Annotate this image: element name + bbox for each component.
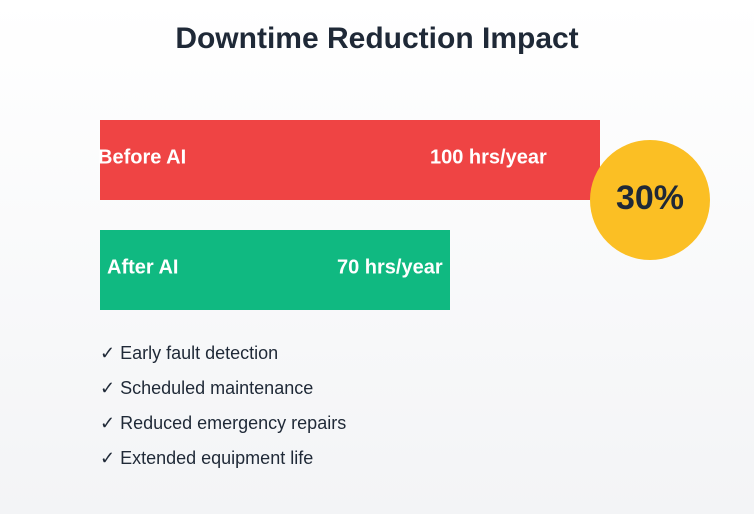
bar-label: After AI <box>107 256 178 278</box>
bar <box>100 230 450 310</box>
value-label: 70 hrs/year <box>337 256 443 278</box>
badge <box>590 140 710 260</box>
benefit-item: ✓ Extended equipment life <box>100 448 313 468</box>
benefit-item: ✓ Reduced emergency repairs <box>100 413 346 433</box>
value-label: 100 hrs/year <box>430 146 547 168</box>
bar-label: Before AI <box>98 146 186 168</box>
benefit-item: ✓ Scheduled maintenance <box>100 378 313 398</box>
chart-title: Downtime Reduction Impact <box>175 22 578 55</box>
benefit-item: ✓ Early fault detection <box>100 343 278 363</box>
bar <box>100 120 600 200</box>
badge-label: 30% <box>616 179 684 217</box>
